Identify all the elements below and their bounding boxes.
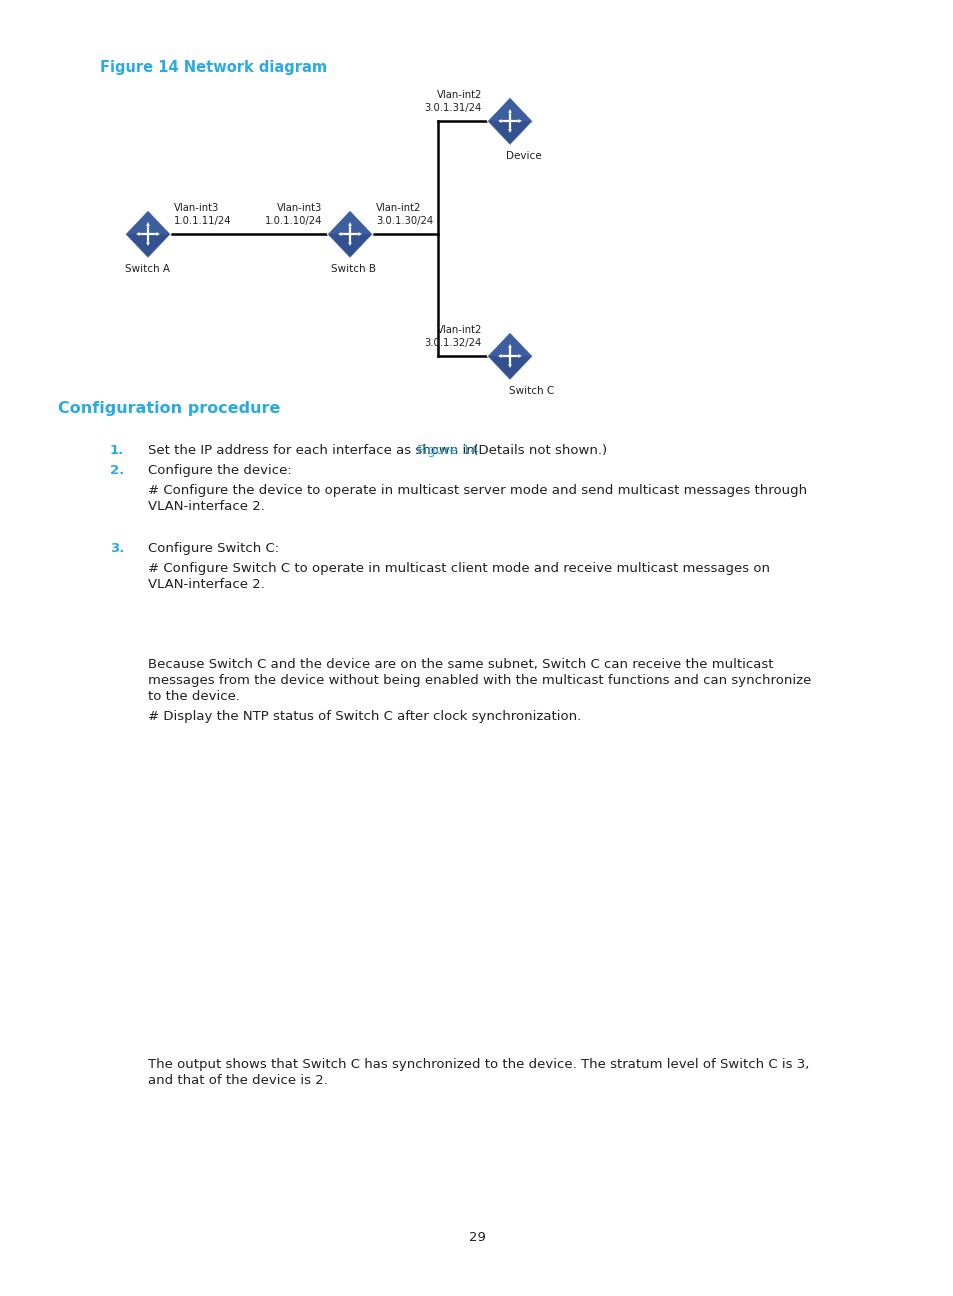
Polygon shape — [487, 356, 532, 380]
Polygon shape — [508, 343, 512, 347]
Text: 29: 29 — [468, 1231, 485, 1244]
Text: Vlan-int3
1.0.1.11/24: Vlan-int3 1.0.1.11/24 — [173, 203, 232, 226]
Text: 3.: 3. — [110, 542, 124, 555]
Text: and that of the device is 2.: and that of the device is 2. — [148, 1074, 328, 1087]
Polygon shape — [348, 242, 352, 246]
Polygon shape — [156, 232, 160, 236]
Text: Device: Device — [506, 152, 541, 161]
Text: Switch C: Switch C — [509, 386, 554, 397]
Polygon shape — [348, 222, 352, 226]
Polygon shape — [508, 109, 512, 113]
Polygon shape — [125, 235, 171, 258]
Text: Set the IP address for each interface as shown in: Set the IP address for each interface as… — [148, 445, 478, 457]
Polygon shape — [146, 242, 150, 246]
Text: Configure the device:: Configure the device: — [148, 464, 292, 477]
Polygon shape — [497, 119, 501, 123]
Polygon shape — [327, 210, 373, 258]
Polygon shape — [327, 235, 373, 258]
Polygon shape — [487, 97, 532, 145]
Text: VLAN-interface 2.: VLAN-interface 2. — [148, 578, 265, 591]
Text: Vlan-int2
3.0.1.32/24: Vlan-int2 3.0.1.32/24 — [424, 325, 481, 349]
Polygon shape — [487, 121, 532, 145]
Polygon shape — [357, 232, 361, 236]
Text: . (Details not shown.): . (Details not shown.) — [465, 445, 607, 457]
Text: # Display the NTP status of Switch C after clock synchronization.: # Display the NTP status of Switch C aft… — [148, 710, 580, 723]
Text: # Configure Switch C to operate in multicast client mode and receive multicast m: # Configure Switch C to operate in multi… — [148, 562, 769, 575]
Polygon shape — [487, 332, 532, 380]
Text: Configure Switch C:: Configure Switch C: — [148, 542, 279, 555]
Polygon shape — [136, 232, 140, 236]
Text: The output shows that Switch C has synchronized to the device. The stratum level: The output shows that Switch C has synch… — [148, 1058, 808, 1070]
Text: Vlan-int2
3.0.1.30/24: Vlan-int2 3.0.1.30/24 — [375, 203, 433, 226]
Text: 2.: 2. — [110, 464, 124, 477]
Polygon shape — [125, 210, 171, 258]
Text: # Configure the device to operate in multicast server mode and send multicast me: # Configure the device to operate in mul… — [148, 483, 806, 496]
Polygon shape — [517, 354, 521, 358]
Polygon shape — [508, 130, 512, 133]
Polygon shape — [508, 364, 512, 368]
Text: Switch A: Switch A — [126, 264, 171, 273]
Polygon shape — [337, 232, 341, 236]
Text: Switch B: Switch B — [331, 264, 376, 273]
Text: Figure 14: Figure 14 — [416, 445, 478, 457]
Text: Vlan-int3
1.0.1.10/24: Vlan-int3 1.0.1.10/24 — [264, 203, 322, 226]
Text: Because Switch C and the device are on the same subnet, Switch C can receive the: Because Switch C and the device are on t… — [148, 658, 773, 671]
Text: 1.: 1. — [110, 445, 124, 457]
Text: VLAN-interface 2.: VLAN-interface 2. — [148, 500, 265, 513]
Polygon shape — [517, 119, 521, 123]
Polygon shape — [146, 222, 150, 226]
Text: to the device.: to the device. — [148, 689, 240, 702]
Polygon shape — [497, 354, 501, 358]
Text: Configuration procedure: Configuration procedure — [58, 400, 280, 416]
Text: messages from the device without being enabled with the multicast functions and : messages from the device without being e… — [148, 674, 810, 687]
Text: Figure 14 Network diagram: Figure 14 Network diagram — [100, 60, 327, 75]
Text: Vlan-int2
3.0.1.31/24: Vlan-int2 3.0.1.31/24 — [424, 91, 481, 113]
